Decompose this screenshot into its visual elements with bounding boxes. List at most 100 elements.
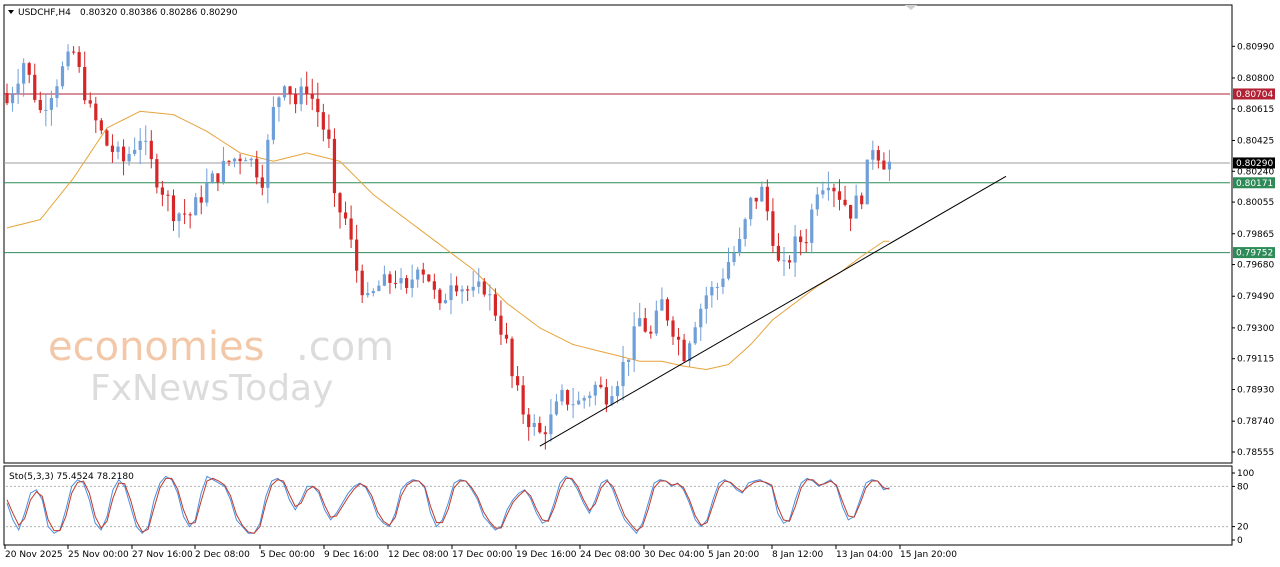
candle-body <box>138 140 142 150</box>
candle-body <box>194 197 198 216</box>
candle-body <box>199 197 203 203</box>
candle-body <box>183 213 187 215</box>
candle-body <box>72 51 76 53</box>
candle-body <box>410 279 414 288</box>
candle-body <box>49 98 53 110</box>
candle-body <box>399 278 403 284</box>
candle-body <box>260 177 264 188</box>
candle-body <box>887 161 892 170</box>
candle-body <box>516 376 520 386</box>
candle-body <box>488 294 492 296</box>
collapse-arrow-icon[interactable] <box>8 10 14 14</box>
time-tick-label: 19 Dec 16:00 <box>516 550 577 560</box>
price-badge-label: 0.80290 <box>1236 159 1273 169</box>
candle-body <box>876 150 880 161</box>
chart-header: USDCHF,H4 0.80320 0.80386 0.80286 0.8029… <box>8 8 238 18</box>
candle-body <box>477 281 481 287</box>
candle-body <box>277 97 281 107</box>
candle-body <box>627 359 631 362</box>
candle-body <box>815 194 819 210</box>
candle-body <box>554 401 559 415</box>
candle-body <box>699 308 703 328</box>
time-tick-label: 2 Dec 08:00 <box>195 550 250 560</box>
candle-body <box>105 130 109 146</box>
candle-body <box>360 270 364 296</box>
price-tick-label: 0.78555 <box>1237 448 1274 458</box>
candle-body <box>865 159 869 205</box>
candle-body <box>210 173 214 184</box>
candle-body <box>754 197 758 202</box>
candle-body <box>88 100 92 104</box>
watermark-brand1: economies <box>48 324 264 370</box>
price-axis: 0.80990 0.80800 0.80615 0.80425 0.80240 0.800… <box>1232 42 1274 458</box>
price-tick-label: 0.79865 <box>1237 230 1274 240</box>
candle-body <box>121 146 126 162</box>
time-tick-label: 17 Dec 00:00 <box>452 550 513 560</box>
candle-body <box>787 260 792 263</box>
time-tick-label: 9 Dec 16:00 <box>324 550 379 560</box>
candle-body <box>116 146 120 152</box>
candle-body <box>149 140 153 160</box>
candle-body <box>665 299 670 321</box>
candle-body <box>726 262 731 279</box>
candle-body <box>44 109 48 111</box>
candle-body <box>449 285 453 301</box>
candle-body <box>676 336 681 340</box>
candle-body <box>294 94 298 105</box>
candle-body <box>271 106 275 140</box>
candle-body <box>255 158 259 178</box>
candle-body <box>599 384 603 388</box>
candle-body <box>55 86 59 99</box>
candle-body <box>421 269 425 275</box>
candle-body <box>810 209 814 243</box>
candle-body <box>849 205 853 219</box>
price-tick-label: 0.78740 <box>1237 417 1274 427</box>
candle-body <box>316 98 320 113</box>
candle-body <box>321 112 325 130</box>
candle-body <box>471 286 475 291</box>
time-tick-label: 5 Dec 00:00 <box>260 550 315 560</box>
price-tick-label: 0.80800 <box>1237 74 1274 84</box>
candle-body <box>188 214 192 216</box>
candle-body <box>454 285 459 292</box>
price-tick-label: 0.80990 <box>1237 42 1274 52</box>
candle-body <box>227 160 231 162</box>
candle-body <box>338 193 342 213</box>
candle-body <box>305 86 309 94</box>
time-tick-label: 13 Jan 04:00 <box>836 550 893 560</box>
candle-body <box>799 236 803 243</box>
candle-body <box>615 386 620 397</box>
price-badge <box>1233 177 1275 189</box>
time-tick-label: 27 Nov 16:00 <box>132 550 193 560</box>
stoch-tick-label: 80 <box>1237 482 1249 492</box>
candle-body <box>504 334 509 339</box>
stochastic-layer: 100 80 20 0 <box>6 469 1254 546</box>
trendline[interactable] <box>539 175 1007 447</box>
price-tick-label: 0.80425 <box>1237 136 1274 146</box>
moving-average-line <box>6 110 890 371</box>
candle-body <box>593 384 597 396</box>
candle-body <box>393 282 398 284</box>
watermark-brand2: FxNewsToday <box>90 368 333 409</box>
candle-body <box>604 387 608 405</box>
candle-body <box>443 300 448 304</box>
time-axis: 20 Nov 2025 25 Nov 00:00 27 Nov 16:00 2 Dec… <box>4 545 957 560</box>
price-tick-label: 0.79490 <box>1237 292 1274 302</box>
candle-body <box>427 274 431 282</box>
candle-body <box>460 289 464 292</box>
scroll-marker-icon[interactable] <box>905 5 917 10</box>
candle-body <box>649 331 653 334</box>
candle-body <box>749 197 753 220</box>
price-tick-label: 0.79680 <box>1237 261 1274 271</box>
candle-body <box>371 291 375 294</box>
moving-average-layer <box>6 110 890 371</box>
candle-body <box>715 286 719 288</box>
stoch-title: Sto(5,3,3) 75.4524 78.2180 <box>9 472 134 482</box>
candle-body <box>577 400 581 405</box>
candle-body <box>171 195 176 222</box>
candle-body <box>837 191 842 200</box>
candle-body <box>60 66 65 87</box>
candle-body <box>654 310 658 334</box>
candle-body <box>682 339 686 362</box>
